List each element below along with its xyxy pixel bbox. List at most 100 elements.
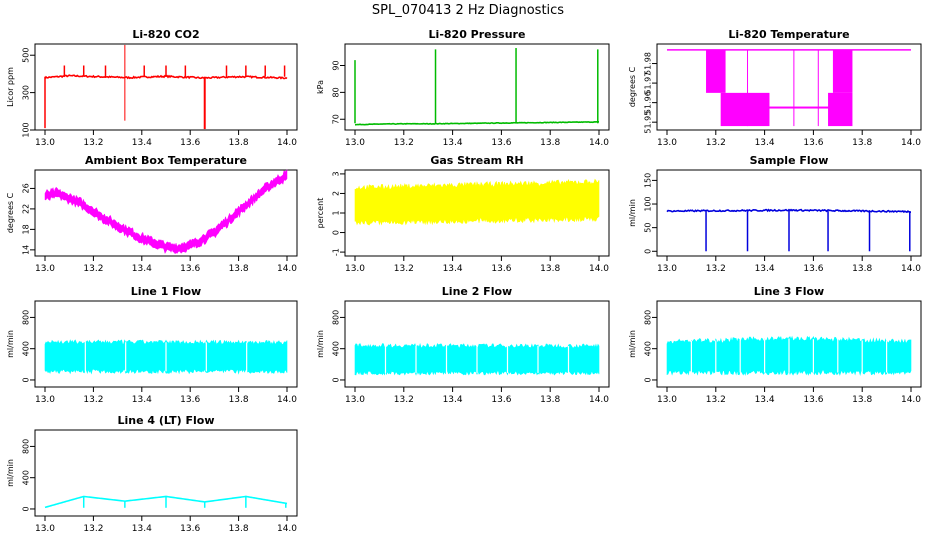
x-tick-label: 13.2: [706, 264, 726, 274]
chart-title: Ambient Box Temperature: [85, 154, 247, 167]
chart-panel-6: Sample Flow 13.0 13.2 13.4 13.6 13.8 14.0 0 50 10…: [628, 154, 922, 274]
x-tick-label: 13.0: [345, 138, 365, 148]
x-tick-label: 13.4: [443, 264, 463, 274]
y-axis-label: degrees C: [628, 66, 637, 107]
plot-frame: [34, 429, 298, 517]
x-tick-label: 13.6: [491, 395, 511, 405]
x-tick-label: 13.8: [229, 395, 249, 405]
x-tick-label: 13.6: [803, 138, 823, 148]
x-tick-label: 13.8: [229, 524, 249, 534]
x-tick-label: 14.0: [277, 138, 297, 148]
x-tick-label: 14.0: [277, 264, 297, 274]
series-line: [666, 208, 912, 214]
x-tick-label: 13.0: [35, 264, 55, 274]
y-tick-label: -1: [332, 248, 341, 256]
y-tick-label: 800: [644, 310, 653, 325]
plot-frame: [656, 300, 922, 388]
plot-frame: [34, 43, 298, 131]
x-tick-label: 13.8: [540, 264, 560, 274]
series-block: [828, 92, 853, 127]
plot-frame: [34, 300, 298, 388]
x-tick-label: 13.8: [852, 264, 872, 274]
x-tick-label: 14.0: [901, 395, 921, 405]
y-tick-label: 0: [644, 249, 653, 254]
x-tick-label: 14.0: [589, 395, 609, 405]
y-tick-label: 2: [332, 191, 341, 196]
y-axis-label: ml/min: [628, 199, 637, 227]
x-tick-label: 13.2: [83, 524, 103, 534]
chart-title: Sample Flow: [750, 154, 829, 167]
series-block: [706, 49, 726, 93]
x-tick-label: 13.6: [180, 395, 200, 405]
x-tick-label: 13.4: [132, 524, 152, 534]
plot-frame: [344, 300, 610, 388]
y-axis-label: ml/min: [628, 330, 637, 358]
x-tick-label: 13.2: [394, 264, 414, 274]
plot-frame: [656, 43, 922, 131]
chart-title: Line 1 Flow: [131, 285, 201, 298]
series-band: [354, 178, 600, 226]
plot-frame: [344, 43, 610, 131]
y-tick-label: 100: [22, 122, 31, 137]
x-tick-label: 13.4: [443, 395, 463, 405]
chart-title: Li-820 Pressure: [429, 28, 526, 41]
y-tick-label: 51.96: [644, 91, 653, 114]
x-tick-label: 13.2: [83, 264, 103, 274]
series-block: [720, 92, 770, 127]
chart-panel-1: Li-820 CO2 13.0 13.2 13.4 13.6 13.8 14.0 100 300…: [6, 28, 298, 148]
x-tick-label: 13.6: [803, 264, 823, 274]
x-tick-label: 13.0: [657, 395, 677, 405]
x-tick-label: 13.2: [394, 395, 414, 405]
y-tick-label: 0: [332, 230, 341, 235]
y-tick-label: 1: [332, 210, 341, 215]
y-tick-label: 100: [644, 196, 653, 211]
x-tick-label: 13.0: [345, 264, 365, 274]
x-tick-label: 14.0: [277, 524, 297, 534]
y-tick-label: 0: [22, 377, 31, 382]
x-tick-label: 13.2: [83, 395, 103, 405]
series-line: [354, 120, 600, 126]
chart-panel-5: Gas Stream RH 13.0 13.2 13.4 13.6 13.8 14.0 -1 0…: [316, 154, 610, 274]
x-tick-label: 13.4: [443, 138, 463, 148]
y-tick-label: 500: [22, 48, 31, 63]
y-tick-label: 90: [332, 60, 341, 70]
y-tick-label: 26: [22, 183, 31, 193]
x-tick-label: 14.0: [901, 264, 921, 274]
x-tick-label: 13.6: [180, 138, 200, 148]
chart-title: Line 4 (LT) Flow: [118, 414, 215, 427]
y-tick-label: 400: [644, 341, 653, 356]
y-tick-label: 80: [332, 87, 341, 97]
chart-title: Line 2 Flow: [442, 285, 512, 298]
x-tick-label: 14.0: [901, 138, 921, 148]
y-axis-label: degrees C: [6, 192, 15, 233]
x-tick-label: 13.4: [755, 264, 775, 274]
y-tick-label: 300: [22, 85, 31, 100]
y-axis-label: Licor ppm: [6, 67, 15, 107]
y-tick-label: 51.95: [644, 111, 653, 134]
x-tick-label: 13.0: [345, 395, 365, 405]
x-tick-label: 13.0: [657, 138, 677, 148]
y-tick-label: 14: [22, 245, 31, 255]
y-tick-label: 400: [332, 341, 341, 356]
chart-panel-2: Li-820 Pressure 13.0 13.2 13.4 13.6 13.8 14.0 7…: [316, 28, 610, 148]
x-tick-label: 13.2: [394, 138, 414, 148]
y-tick-label: 150: [644, 173, 653, 188]
y-tick-label: 51.98: [644, 52, 653, 75]
plot-frame: [656, 169, 922, 257]
chart-panel-10: Line 4 (LT) Flow 13.0 13.2 13.4 13.6 13.8 14.0…: [6, 414, 298, 534]
x-tick-label: 14.0: [277, 395, 297, 405]
chart-title: Li-820 Temperature: [728, 28, 849, 41]
x-tick-label: 13.8: [229, 138, 249, 148]
chart-panel-4: Ambient Box Temperature 13.0 13.2 13.4 13.6 1…: [6, 154, 298, 274]
x-tick-label: 13.8: [852, 138, 872, 148]
x-tick-label: 13.6: [491, 138, 511, 148]
x-tick-label: 13.2: [706, 138, 726, 148]
y-tick-label: 51.97: [644, 72, 653, 95]
y-tick-label: 0: [332, 377, 341, 382]
chart-title: Line 3 Flow: [754, 285, 824, 298]
chart-title: Gas Stream RH: [430, 154, 523, 167]
y-axis-label: kPa: [316, 80, 325, 94]
chart-panel-7: Line 1 Flow 13.0 13.2 13.4 13.6 13.8 14.0 0 400 8…: [6, 285, 298, 405]
